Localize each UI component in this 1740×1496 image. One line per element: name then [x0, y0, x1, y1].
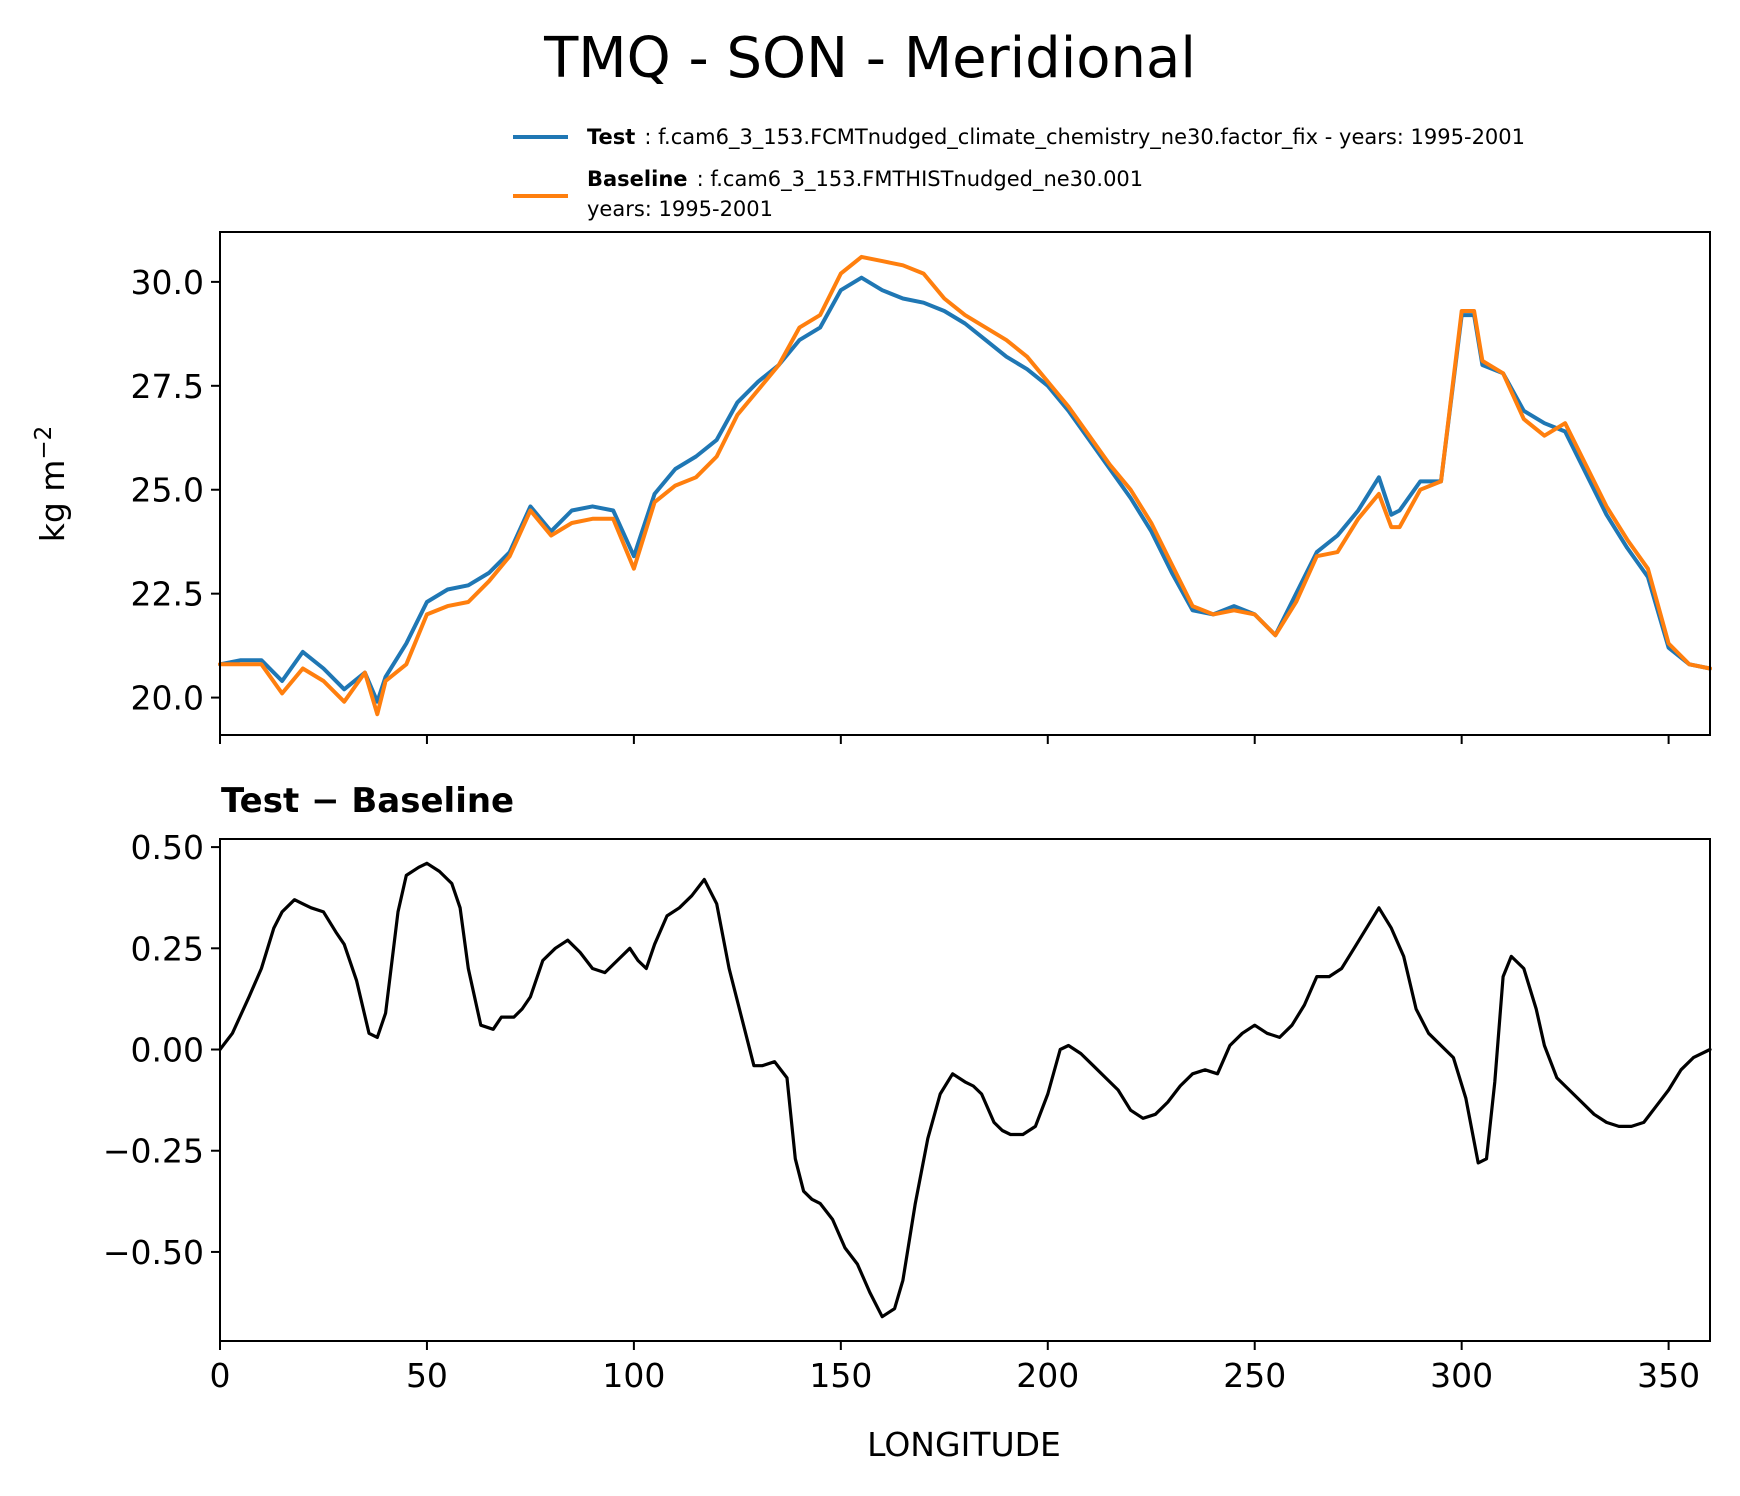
top-ytick-label: 22.5: [131, 575, 204, 614]
bottom-panel: Test − Baseline −0.50 −0.25 0.00 0.25 0.50 0…: [103, 781, 1712, 1464]
xtick-label: 200: [1016, 1356, 1079, 1395]
legend-test-text: : f.cam6_3_153.FCMTnudged_climate_chemis…: [644, 125, 1525, 150]
bottom-series-diff-line: [218, 861, 1712, 1319]
legend: Test : f.cam6_3_153.FCMTnudged_climate_c…: [513, 125, 1525, 221]
top-ytick-label: 20.0: [131, 679, 204, 718]
top-ylabel-exp: −2: [31, 426, 57, 460]
xtick-label: 0: [210, 1356, 231, 1395]
legend-baseline-entry: Baseline : f.cam6_3_153.FMTHISTnudged_ne…: [587, 167, 1143, 192]
bottom-ytick-label: −0.25: [103, 1132, 204, 1171]
top-xticks: [219, 735, 1670, 744]
legend-baseline-years: years: 1995-2001: [587, 197, 773, 221]
legend-test-label: Test: [587, 125, 635, 149]
top-ytick-label: 25.0: [131, 471, 204, 510]
legend-baseline-label: Baseline: [587, 167, 688, 191]
top-series-group: [218, 254, 1712, 717]
top-axes-frame: [219, 231, 1711, 736]
xtick-label: 150: [809, 1356, 872, 1395]
xtick-label: 350: [1637, 1356, 1700, 1395]
bottom-axes-frame: [219, 838, 1711, 1342]
legend-baseline-text: : f.cam6_3_153.FMTHISTnudged_ne30.001: [697, 167, 1144, 192]
figure-title: TMQ - SON - Meridional: [543, 26, 1196, 91]
xtick-label: 50: [406, 1356, 448, 1395]
bottom-xticks: 0 50 100 150 200 250 300 350: [210, 1341, 1700, 1395]
bottom-panel-title: Test − Baseline: [221, 781, 514, 821]
top-ylabel: kg m−2: [31, 426, 72, 543]
xtick-label: 100: [602, 1356, 665, 1395]
xtick-label: 300: [1430, 1356, 1493, 1395]
xlabel: LONGITUDE: [867, 1425, 1061, 1464]
top-panel: 20.0 22.5 25.0 27.5 30.0 kg m−2: [31, 231, 1712, 744]
top-ytick-label: 27.5: [131, 367, 204, 406]
bottom-series-group: [218, 861, 1712, 1319]
bottom-ytick-label: 0.25: [131, 929, 204, 968]
top-yticks: 20.0 22.5 25.0 27.5 30.0: [131, 263, 220, 718]
bottom-ytick-label: 0.50: [131, 828, 204, 867]
xtick-label: 250: [1223, 1356, 1286, 1395]
bottom-ytick-label: 0.00: [131, 1031, 204, 1070]
legend-test-entry: Test : f.cam6_3_153.FCMTnudged_climate_c…: [587, 125, 1525, 150]
top-series-test-line: [218, 275, 1712, 704]
top-series-baseline-line: [218, 254, 1712, 717]
top-ylabel-base: kg m: [33, 460, 72, 543]
top-ytick-label: 30.0: [131, 263, 204, 302]
bottom-ytick-label: −0.50: [103, 1233, 204, 1272]
bottom-yticks: −0.50 −0.25 0.00 0.25 0.50: [103, 828, 220, 1272]
